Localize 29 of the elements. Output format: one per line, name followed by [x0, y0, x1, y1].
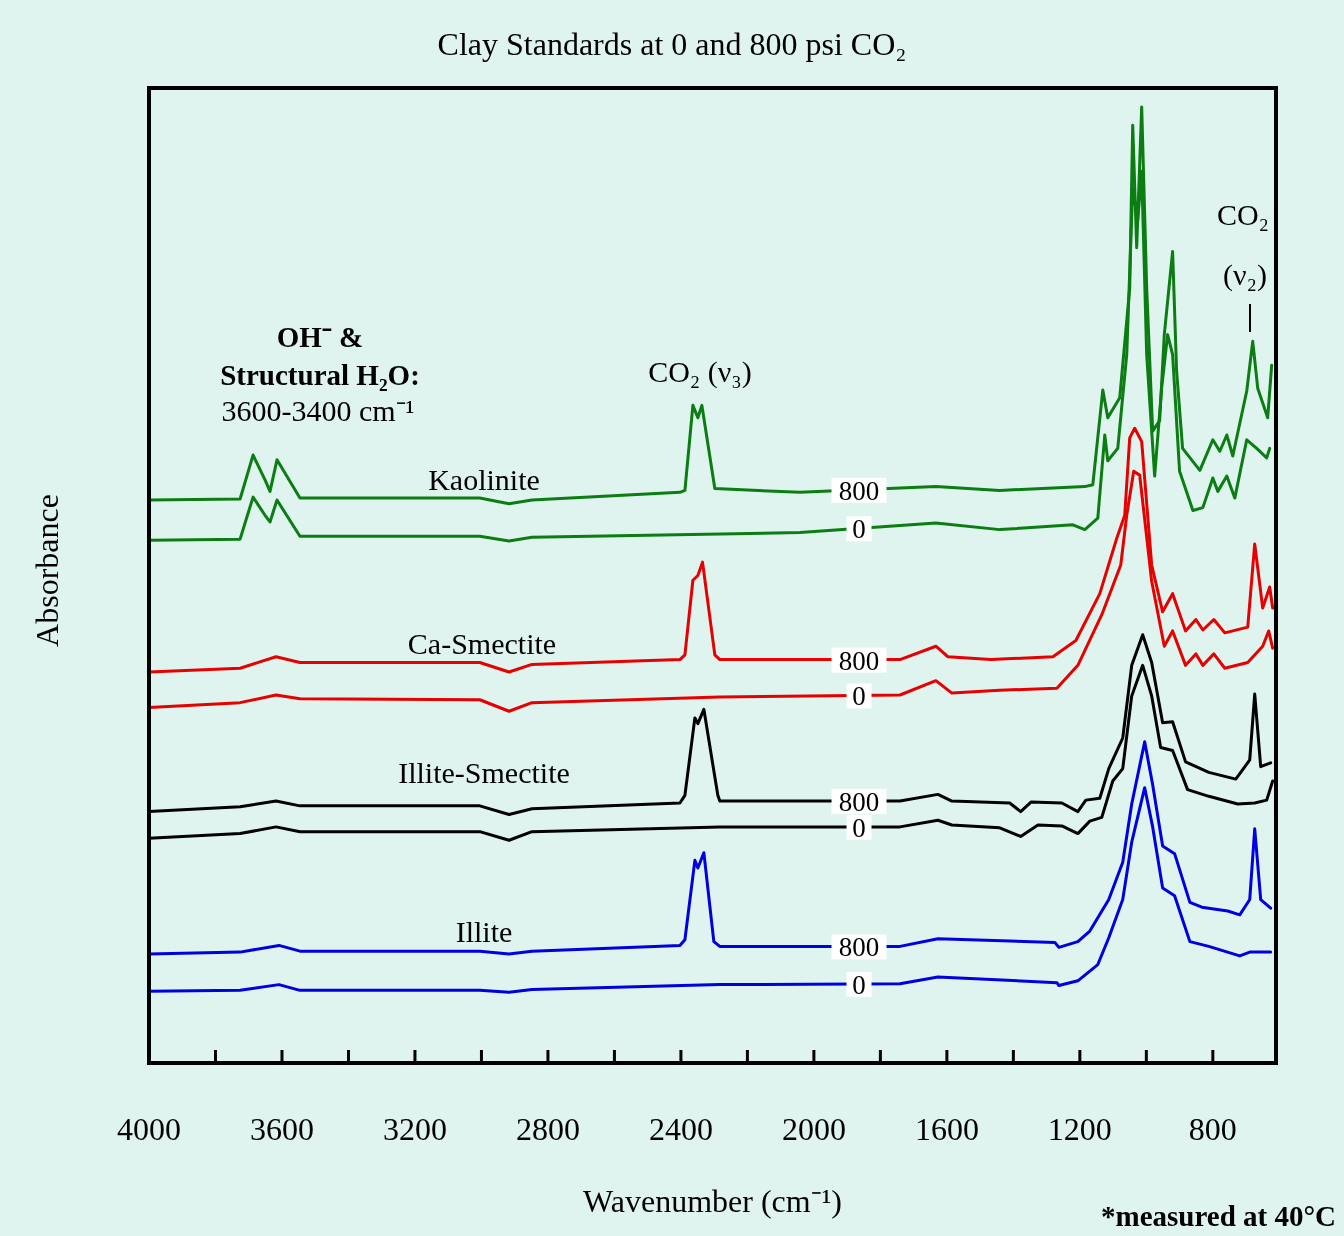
x-tick-label: 2800: [515, 1111, 580, 1147]
annotation: (ν₂): [1222, 257, 1268, 293]
x-tick-label: 4000: [117, 1111, 181, 1147]
annotation: Structural H₂O:: [219, 358, 421, 393]
series-label: 0: [852, 969, 866, 1000]
series-label: 800: [838, 645, 880, 676]
annotation: 3600-3400 cm⁻¹: [220, 393, 416, 429]
series-label: 0: [852, 514, 866, 545]
x-tick-label: 3600: [249, 1111, 314, 1147]
x-tick-label: 800: [1188, 1111, 1237, 1147]
series-label: 800: [838, 475, 880, 506]
chart-title: Clay Standards at 0 and 800 psi CO₂: [436, 26, 908, 63]
x-axis-title: Wavenumber (cm⁻¹): [583, 1183, 842, 1219]
annotation: OH⁻ &: [275, 320, 365, 355]
x-tick-label: 1200: [1047, 1111, 1112, 1147]
text: *measured at 40°C: [1101, 1199, 1336, 1234]
annotation: Illite-Smectite: [397, 755, 571, 791]
x-tick-label: 2000: [781, 1111, 846, 1147]
annotation: Ca-Smectite: [406, 626, 558, 662]
x-tick-label: 1600: [914, 1111, 979, 1147]
x-tick-label: 2400: [648, 1111, 713, 1147]
annotation: CO₂: [1215, 197, 1271, 233]
annotation: Illite: [454, 914, 514, 950]
series-label: 800: [838, 932, 880, 963]
annotation: Kaolinite: [427, 462, 541, 498]
y-axis-title: Absorbance: [28, 493, 66, 649]
x-tick-label: 3200: [382, 1111, 447, 1147]
series-label: 0: [852, 681, 866, 712]
annotation: CO₂ (ν₃): [647, 354, 753, 390]
